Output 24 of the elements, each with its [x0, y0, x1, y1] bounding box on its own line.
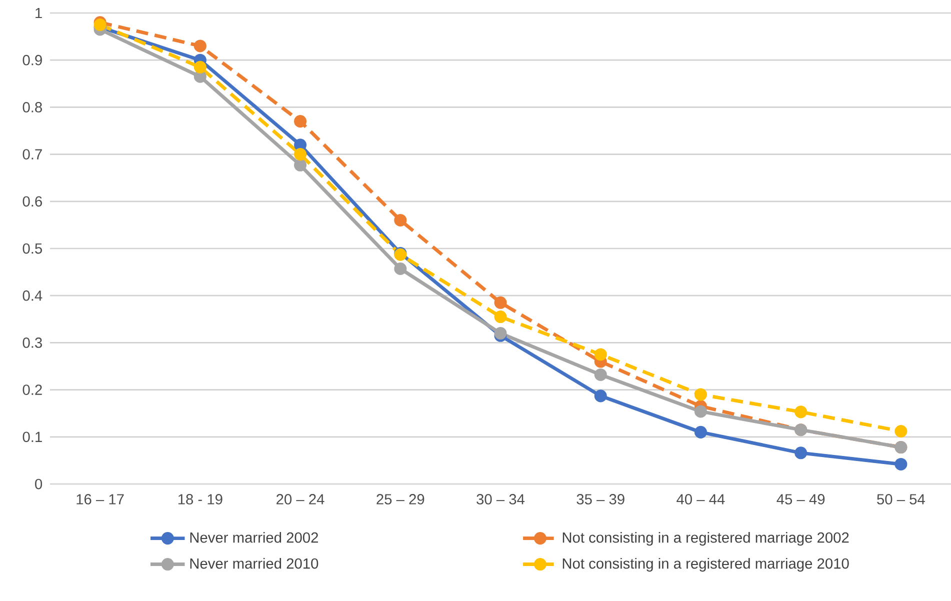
legend-label: Not consisting in a registered marriage 2002 — [562, 532, 849, 546]
y-tick-label: 0.5 — [22, 243, 42, 254]
legend-label: Never married 2002 — [190, 532, 318, 543]
y-tick-label: 0 — [35, 478, 42, 490]
x-tick-label: 16 – 17 — [76, 494, 124, 504]
y-tick-label: 0.6 — [22, 196, 42, 207]
x-tick-label: 25 – 29 — [376, 494, 424, 504]
x-tick-label: 35 – 39 — [576, 494, 624, 504]
y-tick-label: 1 — [36, 8, 42, 18]
x-tick-label: 40 – 44 — [676, 494, 725, 504]
x-tick-label: 45 – 49 — [776, 494, 825, 504]
x-tick-label: 20 – 24 — [276, 494, 324, 504]
legend-label: Not consisting in a registered marriage 2010 — [562, 558, 849, 572]
y-tick-label: 0.9 — [22, 54, 42, 66]
y-tick-label: 0.8 — [22, 102, 42, 112]
y-tick-label: 0.4 — [22, 290, 42, 301]
y-tick-label: 0.1 — [22, 432, 42, 442]
legend-label: Never married 2010 — [190, 558, 318, 569]
y-tick-label: 0.7 — [22, 149, 42, 160]
y-tick-label: 0.2 — [22, 384, 42, 395]
x-tick-label: 30 – 34 — [476, 494, 525, 504]
y-tick-label: 0.3 — [22, 338, 42, 348]
x-tick-label: 50 – 54 — [877, 494, 925, 504]
x-tick-label: 18 - 19 — [178, 494, 222, 504]
